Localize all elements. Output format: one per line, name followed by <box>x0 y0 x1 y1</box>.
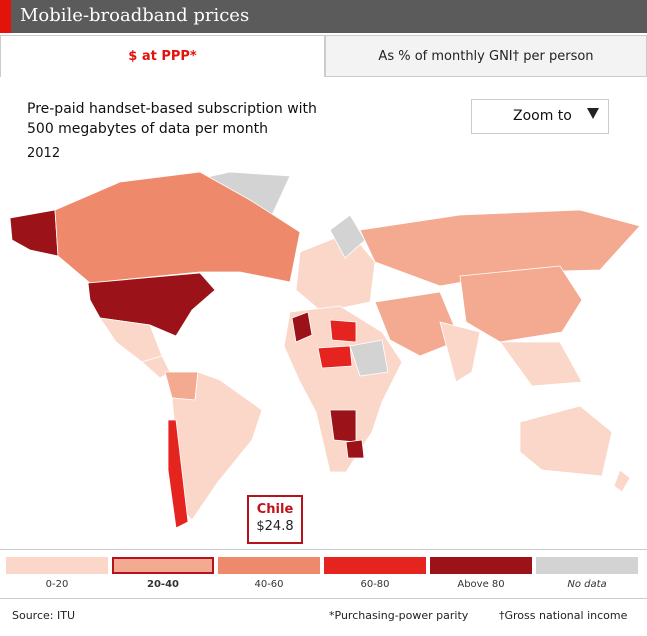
source: Source: ITU <box>12 609 75 622</box>
tab[interactable]: As % of monthly GNI† per person <box>325 35 647 77</box>
country[interactable] <box>374 291 461 357</box>
country[interactable] <box>54 171 301 284</box>
country[interactable] <box>87 272 216 337</box>
header-bar <box>0 0 647 33</box>
tooltip-value: $24.8 <box>256 519 294 534</box>
country[interactable] <box>519 405 613 477</box>
tooltip: Chile $24.8 <box>247 495 303 544</box>
subtitle: 500 megabytes of data per month <box>27 121 268 137</box>
footnote: †Gross national income <box>499 609 628 622</box>
tooltip-country: Chile <box>256 502 294 517</box>
country[interactable] <box>459 265 583 343</box>
country[interactable] <box>167 419 189 529</box>
country[interactable] <box>613 469 631 493</box>
country[interactable] <box>439 321 481 383</box>
legend-label: 40-60 <box>254 579 284 590</box>
country[interactable] <box>171 371 263 521</box>
country[interactable] <box>329 409 357 443</box>
legend-label: No data <box>567 579 607 590</box>
country[interactable] <box>9 209 59 257</box>
legend-swatch <box>536 557 638 574</box>
subtitle: Pre-paid handset-based subscription with <box>27 101 317 117</box>
country[interactable] <box>317 345 353 369</box>
legend-label: Above 80 <box>457 579 505 590</box>
legend-swatch <box>218 557 320 574</box>
header-title: Mobile-broadband prices <box>20 5 250 26</box>
header-stripe <box>0 0 11 33</box>
legend-swatch <box>6 557 108 574</box>
country[interactable] <box>499 341 583 387</box>
legend-swatch <box>112 557 214 574</box>
legend-label: 0-20 <box>45 579 69 590</box>
year: 2012 <box>27 146 61 161</box>
legend-swatch <box>324 557 426 574</box>
tab[interactable]: $ at PPP* <box>0 35 325 77</box>
footnote: *Purchasing-power parity <box>329 609 469 622</box>
country[interactable] <box>349 339 389 377</box>
legend-label: 20-40 <box>147 579 179 590</box>
country[interactable] <box>291 311 313 343</box>
zoom-dropdown[interactable]: Zoom to <box>471 99 609 134</box>
country[interactable] <box>164 371 199 401</box>
country[interactable] <box>329 319 357 343</box>
dropdown-arrow <box>587 108 599 119</box>
divider <box>0 598 647 599</box>
country[interactable] <box>359 209 641 287</box>
legend-label: 60-80 <box>360 579 390 590</box>
divider <box>0 549 647 550</box>
country[interactable] <box>345 439 365 459</box>
legend-swatch <box>430 557 532 574</box>
country[interactable] <box>295 231 376 313</box>
world-map <box>9 171 641 529</box>
